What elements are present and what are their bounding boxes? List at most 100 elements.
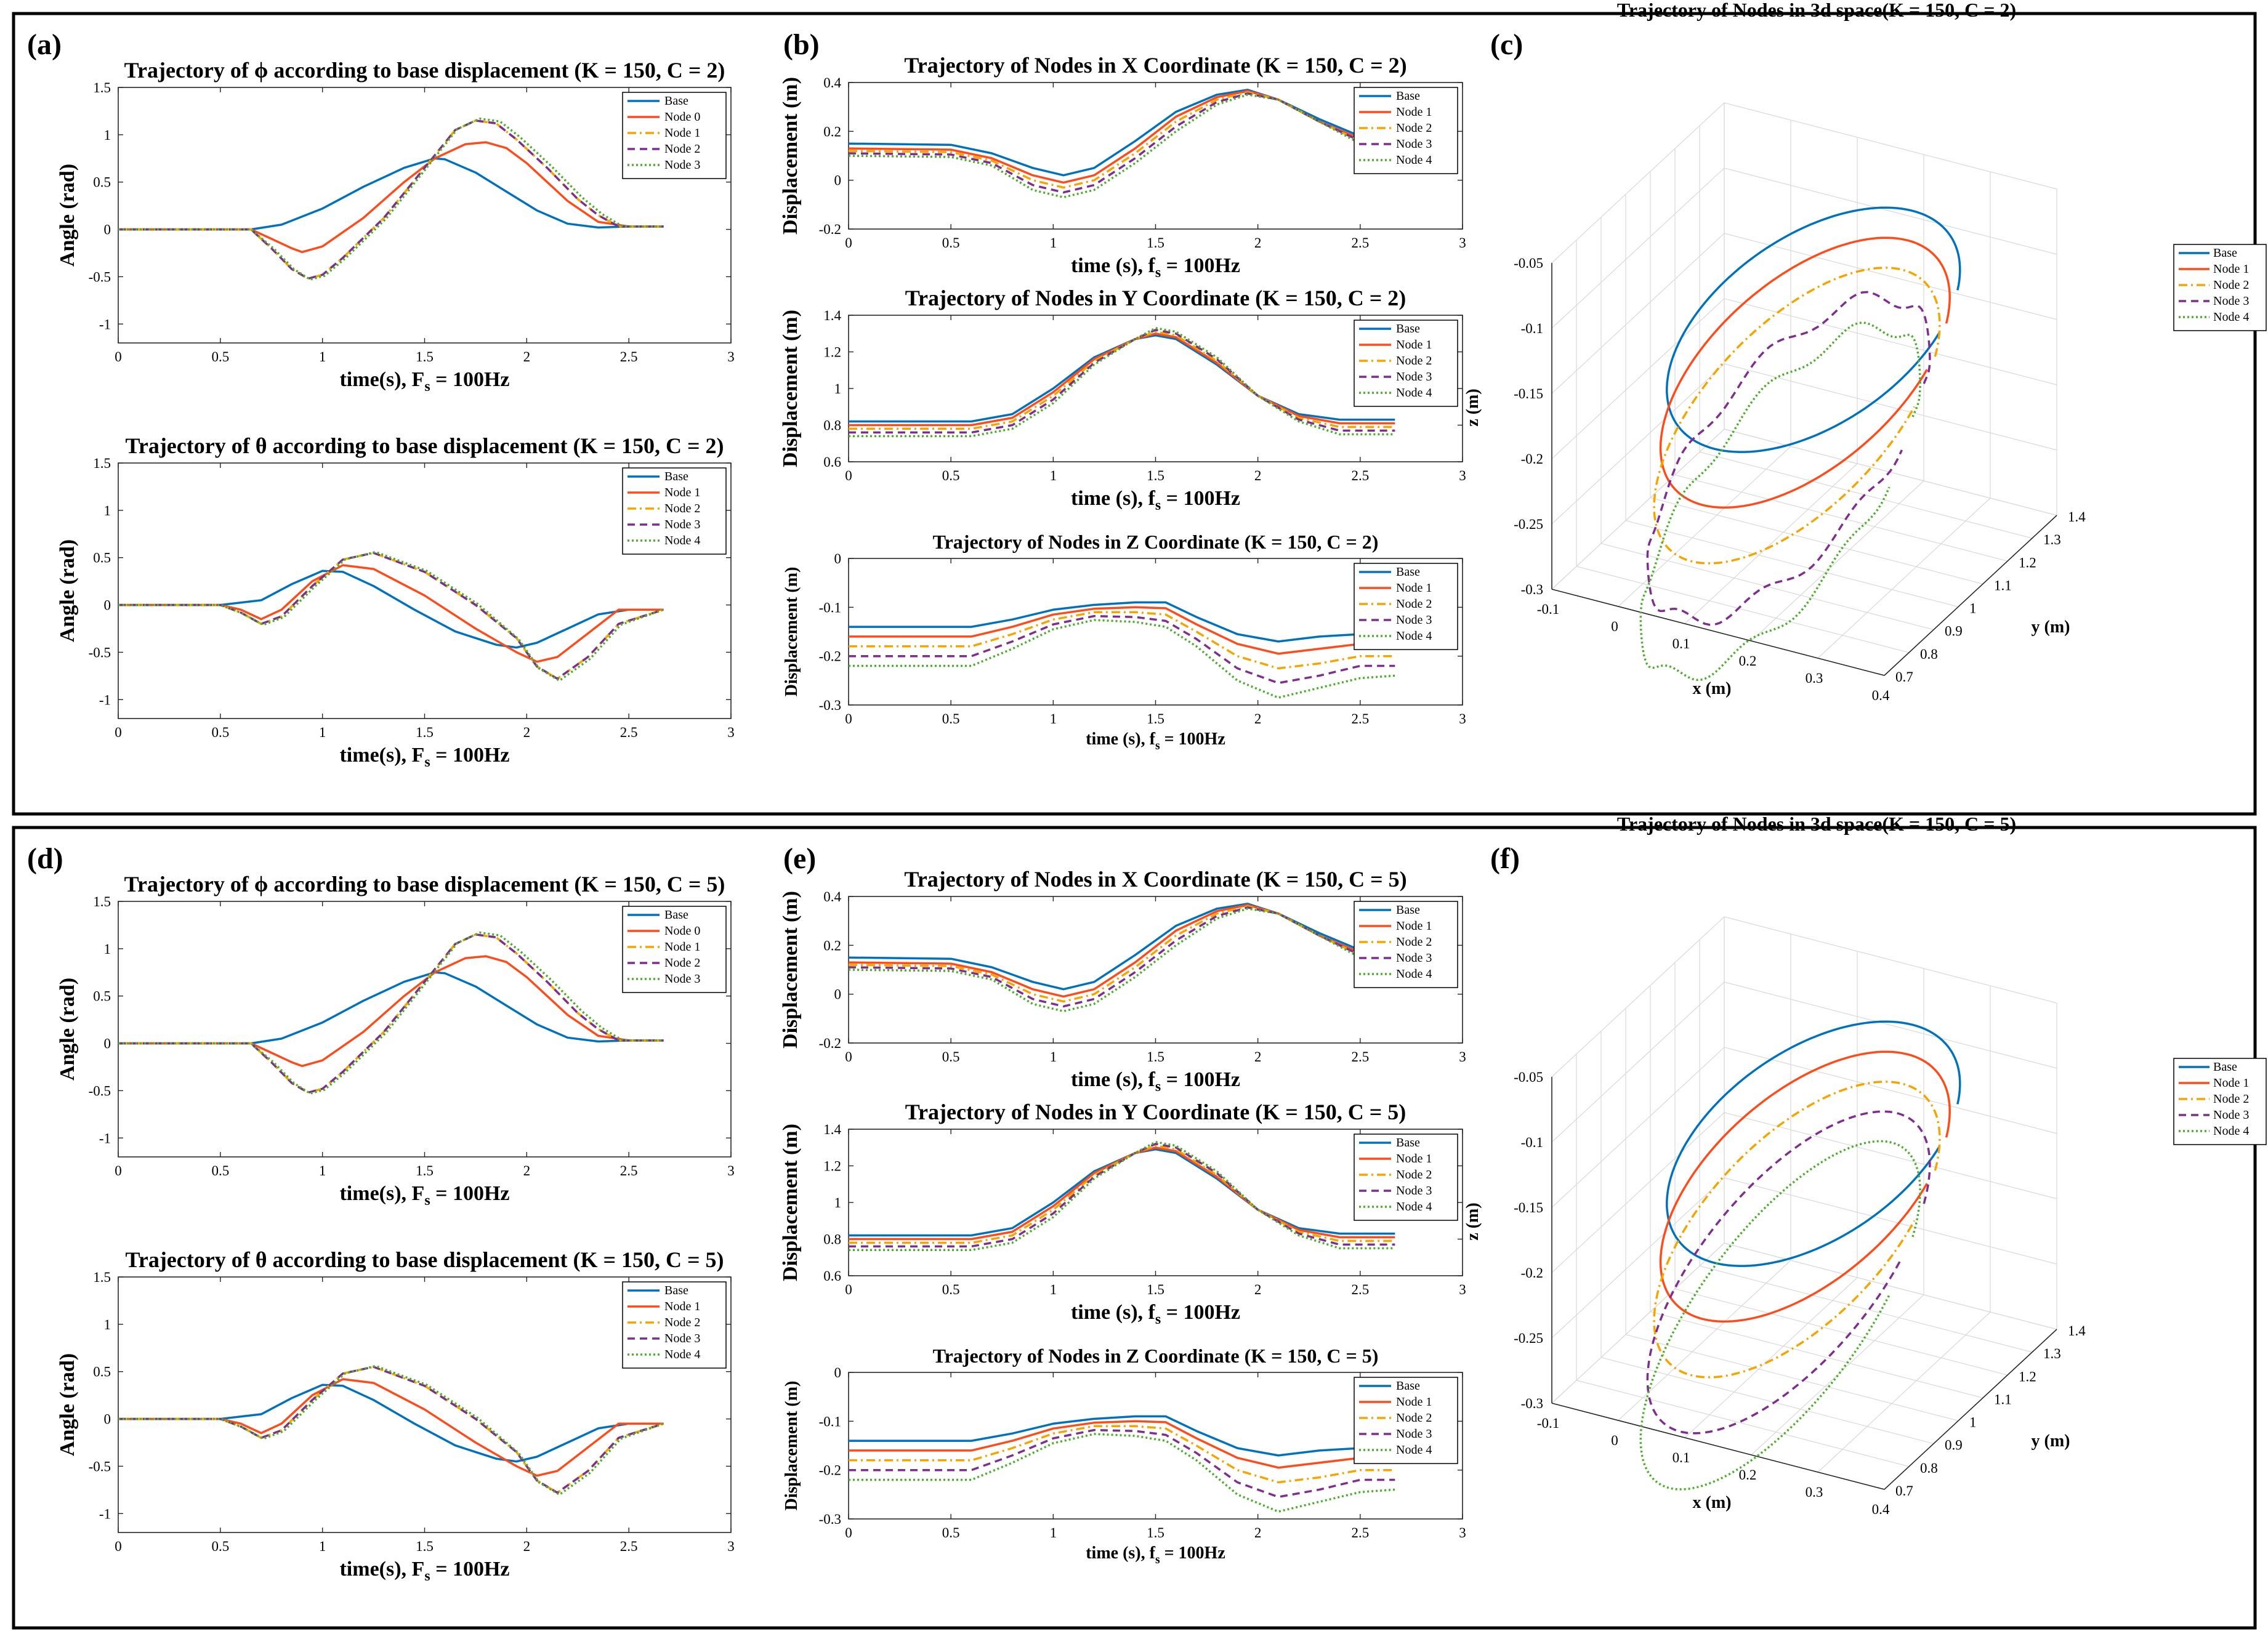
grid-line [1625,520,1959,608]
legend-frame [1354,87,1458,174]
y-tick-label: 0 [834,987,842,1002]
x-tick-label: 2 [523,349,531,364]
y-tick-label: -0.1 [819,600,841,615]
legend-entry: Node 3 [664,518,700,531]
legend-entry: Node 2 [664,1316,700,1329]
legend-entry: Node 1 [1396,581,1432,595]
y-tick-label: 0 [834,173,842,188]
legend: Base Node 1 Node 2 Node 3 Node 4 [1354,563,1458,650]
x-tick-label: 2.5 [620,725,638,740]
x-tick-label: 2.5 [1351,1049,1369,1065]
series-line-node-3 [848,906,1395,1008]
series-line-node-2 [849,331,1395,430]
legend-entry: Node 3 [2213,1108,2249,1122]
grid-line [1724,1242,2057,1330]
x-tick-label: 0 [845,1282,852,1297]
y-tick-label: 0.8 [1920,1460,1938,1476]
x-tick-label: -0.1 [1537,1415,1559,1431]
y-tick-label: 1.1 [1994,1391,2012,1407]
y-tick-label: 0.5 [93,1364,111,1380]
x-tick-label: 3 [727,1163,735,1178]
x-tick-label: 3 [1459,1049,1466,1065]
y-tick-label: 1.3 [2043,532,2061,547]
y-axis-label: Displacement (m) [782,1381,801,1511]
x-tick-label: 1 [319,725,326,740]
series-line-base [848,903,1395,991]
series-line-node-3 [849,614,1395,685]
legend: Base Node 1 Node 2 Node 3 Node 4 [1354,87,1458,174]
y-tick-label: 0.9 [1945,624,1963,639]
x-tick-label: 2 [523,1163,531,1178]
x-tick-label: 0 [115,1539,122,1554]
y-tick-label: 1.2 [2019,555,2036,570]
x-tick-label: 0 [845,1049,852,1065]
y-axis-label: Angle (rad) [56,539,79,642]
y-tick-label: 1 [834,381,842,397]
series-line-base [849,601,1395,643]
panel-label: (a) [27,28,62,61]
grid-line [1618,1260,1791,1421]
legend: Base Node 1 Node 2 Node 3 Node 4 [1354,901,1458,988]
x-tick-label: 1.5 [1147,468,1164,483]
legend-entry: Node 4 [1396,1443,1432,1457]
series-line-node-1 [849,606,1395,655]
grid-line [1724,102,2057,190]
x-tick-label: 1.5 [416,1163,434,1178]
orbit-node-3 [1646,291,1931,626]
y-axis-label: Displacement (m) [779,891,802,1049]
grid-line [1724,1177,2057,1265]
x-tick-label: 2.5 [620,349,638,364]
orbit-node-4 [1639,1140,1921,1491]
x-tick-label: 1 [1050,468,1057,483]
x-tick-label: 3 [1459,468,1466,483]
legend-entry: Node 1 [1396,105,1432,119]
x-tick-label: 0.5 [211,725,229,740]
orbit-node-2 [1653,267,1941,565]
plot-title: Trajectory of Nodes in Y Coordinate (K =… [905,286,1406,310]
y-tick-label: 0.5 [93,989,111,1004]
y-tick-label: 0.4 [823,889,841,904]
grid-line [1724,298,2057,385]
z-tick-label: -0.3 [1521,582,1543,597]
x-tick-label: 1.5 [1147,1049,1164,1065]
legend: Base Node 1 Node 2 Node 3 Node 4 [2173,244,2267,331]
y-axis-label: Angle (rad) [56,1353,79,1456]
grid-line [1650,497,1983,585]
x-tick-label: 3 [1459,711,1466,727]
grid-line [1618,446,1791,607]
legend: Base Node 1 Node 2 Node 3 Node 4 [622,1281,727,1369]
x-axis-line [1551,1403,1885,1490]
plot-title: Trajectory of Nodes in 3d space(K = 150,… [1617,813,2016,835]
plot-x: 0 0.5 1 1.5 2 2.5 3 -0.2 0 0.2 0.4 Base Node 1 Node 2… [779,53,1466,281]
legend-frame [1354,1134,1458,1221]
legend-entry: Base [2213,246,2237,260]
y-tick-label: -1 [99,1506,111,1521]
z-tick-label: -0.05 [1514,256,1543,271]
series-line-node-4 [848,908,1395,1013]
legend-entry: Node 4 [2213,1124,2249,1138]
series-line-node-2 [849,1425,1395,1484]
x-tick-label: 2 [523,1539,531,1554]
y-axis-label: Displacement (m) [779,310,802,467]
x-tick-label: 1 [1050,1049,1057,1065]
y-tick-label: 1.4 [2068,509,2086,525]
x-tick-label: 0.1 [1673,636,1690,651]
legend-entry: Node 3 [1396,370,1432,384]
plot-title: Trajectory of Nodes in Z Coordinate (K =… [933,531,1379,553]
y-tick-label: -0.5 [89,1083,111,1098]
y-tick-label: 0.2 [823,938,841,953]
y-tick-label: 1.2 [823,345,841,360]
legend-entry: Node 1 [1396,338,1432,352]
y-tick-label: 1.5 [93,1270,111,1285]
legend-entry: Node 2 [1396,935,1432,949]
x-tick-label: 0.3 [1806,1484,1823,1500]
grid-line [1699,451,2033,539]
grid-line [1551,981,1725,1143]
series-line-node-3 [118,1366,664,1494]
panel-label: (c) [1490,28,1523,61]
legend-frame [1354,320,1458,407]
grid-line [1724,1112,2057,1199]
y-axis-label: Angle (rad) [56,164,79,267]
legend-entry: Base [1396,322,1420,336]
x-tick-label: 0 [1611,1433,1618,1448]
